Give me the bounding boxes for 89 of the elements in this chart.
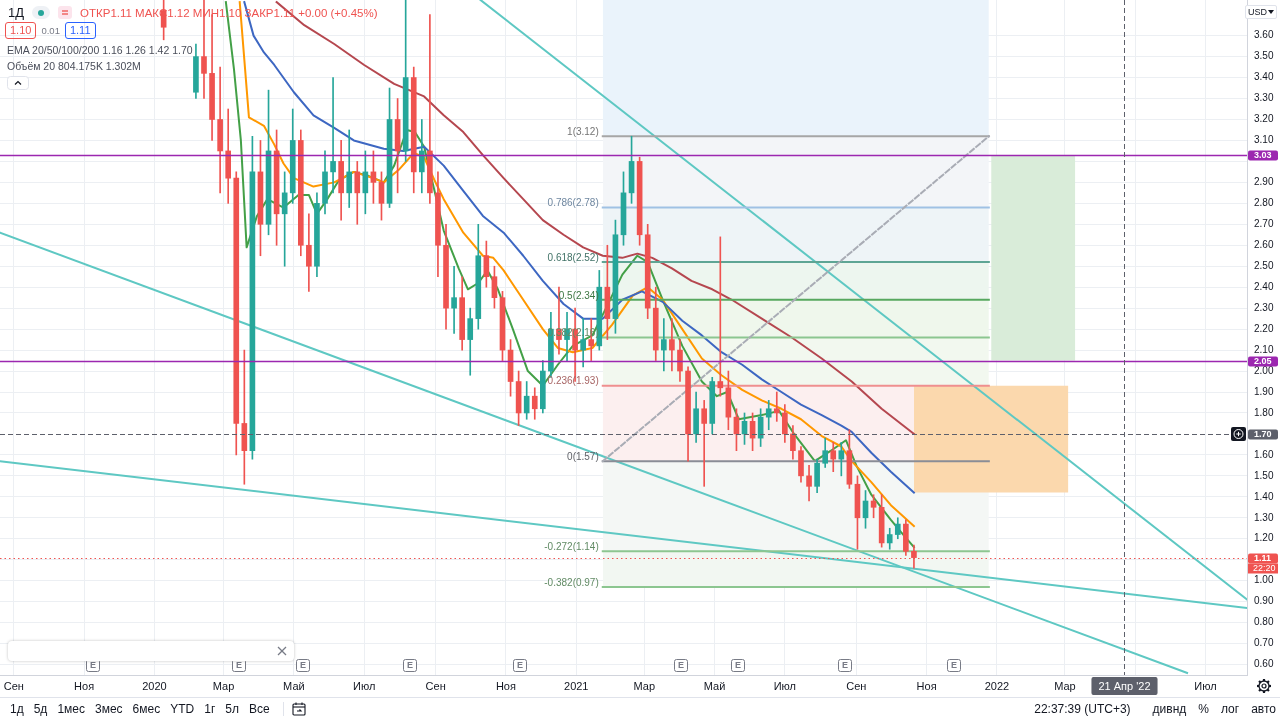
x-tick-label: 2021 (564, 679, 589, 692)
annotation: EMA 20/50/100/200 1.16 1.26 1.42 1.70 (7, 44, 193, 56)
annotation: 0(1.57) (567, 450, 599, 462)
annotation: 1(3.12) (567, 126, 599, 138)
annotation: 1.10 (5, 22, 37, 39)
x-tick-label: Май (703, 679, 726, 692)
y-tick-label: 1.90 (1254, 385, 1274, 397)
y-tick-label: 0.60 (1254, 658, 1274, 670)
y-tick-label: 3.50 (1254, 50, 1274, 62)
annotation: -0.272(1.14) (544, 541, 599, 553)
y-tick-label: 1.20 (1254, 532, 1274, 544)
annotation: USD (1247, 6, 1267, 18)
y-tick-label: 3.60 (1254, 29, 1274, 41)
chart-title: 1Д (8, 5, 25, 20)
y-tick-label: 1.40 (1254, 490, 1274, 502)
ref-line-label: 2.05 (1254, 356, 1272, 367)
annotation: E (734, 660, 742, 671)
y-tick-label: 2.30 (1254, 301, 1274, 313)
y-tick-label: 3.20 (1254, 113, 1274, 125)
y-tick-label: 2.90 (1254, 176, 1274, 188)
y-tick-label: 0.80 (1254, 616, 1274, 628)
y-tick-label: 2.20 (1254, 322, 1274, 334)
y-tick-label: 1.30 (1254, 511, 1274, 523)
text: 3мес (94, 702, 124, 716)
x-tick-label: Ноя (495, 679, 516, 692)
annotation: E (89, 660, 97, 671)
text: лог (1220, 702, 1240, 716)
annotation: -0.382(0.97) (544, 576, 599, 588)
y-tick-label: 1.80 (1254, 406, 1274, 418)
text: 5д (32, 702, 49, 716)
annotation: E (516, 660, 524, 671)
annotation: E (299, 660, 307, 671)
y-tick-label: 0.70 (1254, 637, 1274, 649)
text: 6мес (131, 702, 162, 716)
text: 1д (9, 702, 25, 716)
y-tick-label: 1.60 (1254, 448, 1274, 460)
x-tick-label: Сен (425, 679, 446, 692)
text: 22:20 (1253, 563, 1276, 574)
annotation: Объём 20 804.175K 1.302M (7, 60, 141, 72)
text: % (1198, 702, 1209, 716)
y-tick-label: 0.90 (1254, 595, 1274, 607)
annotation: E (677, 660, 685, 671)
y-tick-label: 3.10 (1254, 134, 1274, 146)
x-tick-label: Сен (846, 679, 867, 692)
x-tick-label: Июл (1194, 679, 1217, 692)
x-tick-label: Мар (1054, 679, 1076, 692)
y-tick-label: 2.70 (1254, 218, 1274, 230)
ref-line-label: 1.70 (1254, 429, 1272, 440)
x-tick-label: 2022 (984, 679, 1010, 692)
x-tick-label: Ноя (916, 679, 937, 692)
y-tick-label: 2.80 (1254, 197, 1274, 209)
annotation: E (406, 660, 414, 671)
annotation: 1.11 (64, 22, 96, 39)
text: 22:37:39 (UTC+3) (1034, 702, 1131, 716)
x-tick-label: Июл (773, 679, 797, 692)
x-tick-label: Ноя (74, 679, 95, 692)
x-tick-label: 2020 (142, 679, 167, 692)
annotation: E (950, 660, 958, 671)
y-tick-label: 3.40 (1254, 71, 1274, 83)
ref-line-label: 21 Апр '22 (1098, 679, 1151, 692)
ref-line-label: 1.11 (1254, 553, 1272, 564)
text: дивнд (1152, 702, 1187, 716)
y-tick-label: 2.50 (1254, 259, 1274, 271)
annotation: 0.618(2.52) (547, 251, 599, 263)
x-tick-label: Мар (633, 679, 656, 692)
y-tick-label: 3.30 (1254, 92, 1274, 104)
y-tick-label: 2.10 (1254, 343, 1274, 355)
text: 5л (224, 702, 240, 716)
text: авто (1251, 702, 1276, 716)
text: YTD (169, 702, 196, 716)
x-tick-label: Сен (3, 679, 24, 692)
text: Все (247, 702, 271, 716)
annotation: 0.382(2.16) (547, 327, 599, 339)
x-tick-label: Мар (212, 679, 235, 692)
y-tick-label: 2.60 (1254, 239, 1274, 251)
annotation: E (235, 660, 243, 671)
text: 1мес (56, 702, 86, 716)
y-tick-label: 2.40 (1254, 280, 1274, 292)
y-tick-label: 1.50 (1254, 469, 1274, 481)
y-tick-label: 1.00 (1254, 574, 1274, 586)
x-tick-label: Май (283, 679, 305, 692)
annotation: 0.786(2.78) (547, 197, 599, 209)
text: 1г (203, 702, 217, 716)
x-tick-label: Июл (353, 679, 376, 692)
annotation: 0.236(1.93) (547, 375, 599, 387)
y-tick-label: 2.00 (1254, 364, 1274, 376)
annotation: E (841, 660, 849, 671)
annotation: 0.01 (41, 25, 60, 36)
ref-line-label: 3.03 (1254, 150, 1272, 161)
